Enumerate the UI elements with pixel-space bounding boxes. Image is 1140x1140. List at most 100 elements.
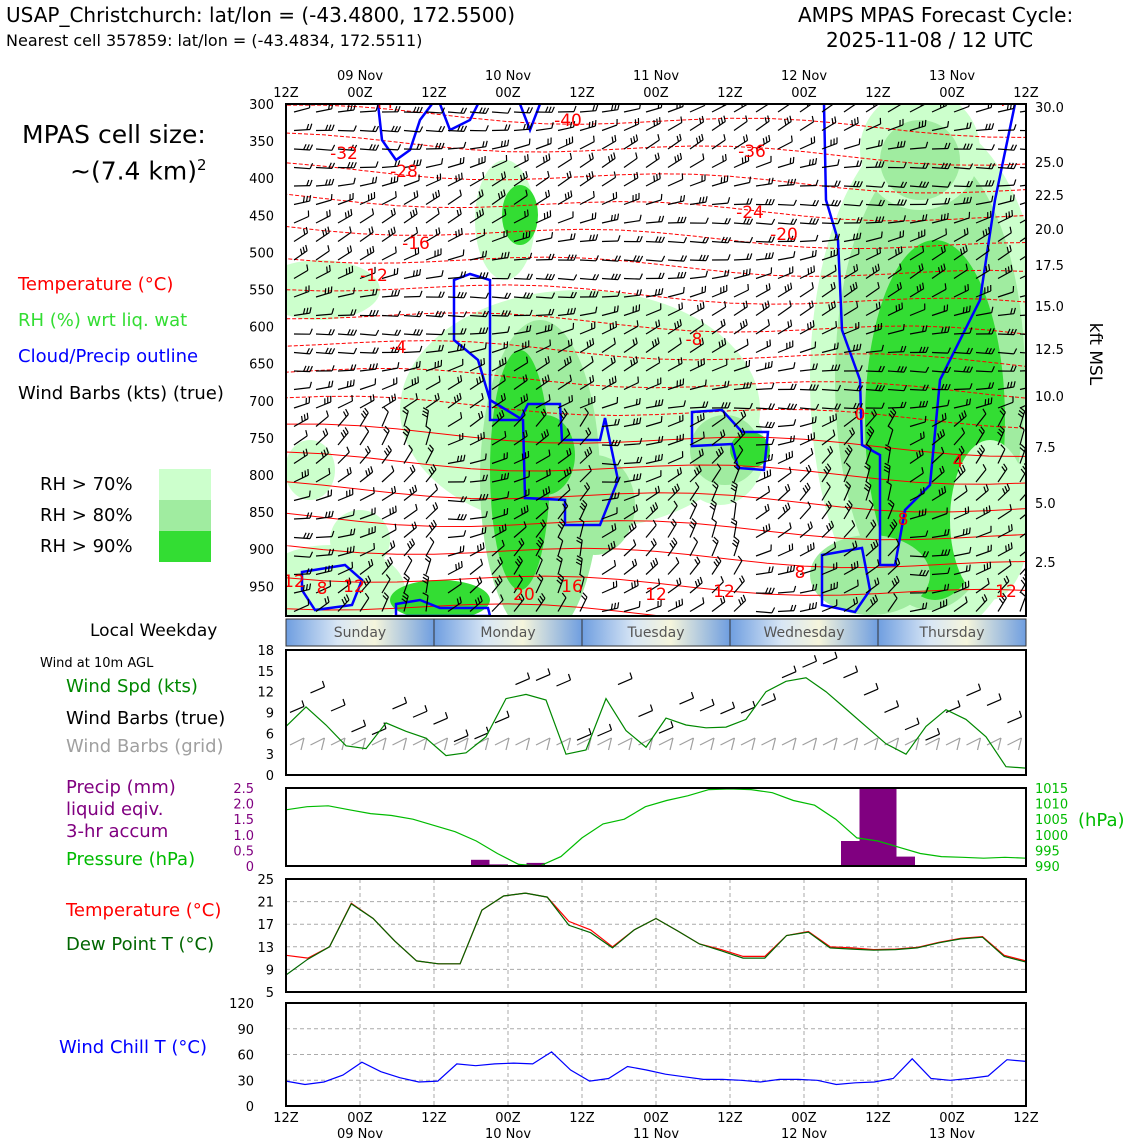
temperature-contour-label: 8 bbox=[898, 510, 909, 530]
wind-barb-grid-flag bbox=[956, 737, 961, 751]
wind-barb-flag bbox=[547, 324, 550, 331]
wind-barb-flag bbox=[981, 596, 986, 603]
wind-barb-flag bbox=[1033, 365, 1035, 371]
wind-barb bbox=[733, 273, 750, 280]
wind-barb-flag bbox=[943, 245, 946, 252]
wind-barb-flag bbox=[557, 555, 563, 560]
wind-barb-flag bbox=[676, 135, 680, 142]
wind-barb-flag bbox=[844, 484, 850, 490]
wind-barb bbox=[755, 549, 772, 557]
wind-barb-flag bbox=[349, 245, 353, 252]
wind-barb-flag bbox=[925, 530, 929, 537]
pressure-tick-label: 800 bbox=[249, 469, 274, 484]
bottom-time-tick: 12Z bbox=[569, 1111, 595, 1126]
wind-barb-flag bbox=[872, 267, 875, 274]
wind-barb-flag bbox=[683, 216, 687, 223]
wind-barb-flag bbox=[947, 142, 951, 149]
wind-barb-flag bbox=[369, 309, 373, 316]
wind-barb bbox=[755, 388, 773, 391]
wind-barb-flag bbox=[460, 375, 463, 382]
wind-barb bbox=[645, 362, 660, 372]
wind-barb-grid-flag bbox=[628, 737, 633, 751]
wind-barb-true-flag bbox=[567, 673, 572, 681]
wind-barb-flag bbox=[941, 383, 945, 390]
wind-barb-flag bbox=[875, 216, 878, 223]
wind-barb-flag bbox=[455, 231, 458, 238]
wind-barb-flag bbox=[415, 207, 418, 215]
wind-barb-flag bbox=[353, 528, 356, 535]
wind-barb bbox=[755, 491, 770, 502]
wind-barb-flag bbox=[419, 159, 422, 166]
wind-barb-flag bbox=[373, 542, 375, 550]
wind-barb-flag bbox=[306, 512, 310, 519]
wind-barb-flag bbox=[661, 215, 665, 222]
wind-barb-flag bbox=[920, 433, 922, 440]
wind-barb-flag bbox=[702, 196, 705, 203]
wind-barb-flag bbox=[764, 362, 767, 369]
wind-barb-flag bbox=[965, 306, 968, 313]
wind-barb-flag bbox=[701, 448, 704, 455]
wind-barb-grid bbox=[371, 737, 387, 746]
wind-barb-flag bbox=[982, 230, 985, 237]
wind-barb-flag bbox=[503, 171, 507, 178]
wind-barb-flag bbox=[1017, 413, 1024, 418]
wind-barb-flag bbox=[637, 376, 639, 383]
wind-barb-flag bbox=[859, 181, 863, 188]
wind-barb-flag bbox=[501, 173, 504, 180]
wind-barb-flag bbox=[522, 232, 525, 239]
wind-barb-flag bbox=[815, 403, 820, 410]
wind-barb-true-flag bbox=[547, 668, 551, 675]
wind-barb-grid bbox=[453, 737, 469, 746]
wind-barb-flag bbox=[720, 446, 724, 453]
wind-barb-true bbox=[986, 698, 1002, 706]
wind-barb-flag bbox=[592, 375, 595, 382]
wind-barb-flag bbox=[371, 226, 374, 233]
wind-barb-flag bbox=[343, 596, 348, 603]
wind-barb-flag bbox=[309, 163, 314, 169]
wind-barb-flag bbox=[811, 158, 814, 165]
wind-barb-flag bbox=[586, 341, 589, 348]
wind-barb-flag bbox=[903, 385, 908, 391]
wind-barb-true-flag bbox=[772, 693, 777, 700]
wind-barb bbox=[1019, 148, 1026, 151]
wind-barb bbox=[315, 250, 330, 261]
wind-barb-true bbox=[658, 726, 674, 734]
wind-barb-flag bbox=[478, 412, 481, 419]
wind-barb-flag bbox=[716, 463, 722, 469]
wind-barb-flag bbox=[944, 529, 947, 536]
wind-barb-flag bbox=[962, 246, 966, 253]
wind-barb-flag bbox=[815, 234, 819, 241]
wind-barb bbox=[601, 157, 616, 168]
wind-barb-flag bbox=[391, 487, 394, 494]
wind-barb-flag bbox=[1032, 245, 1033, 251]
wind-barb-flag bbox=[1009, 226, 1012, 233]
wind-barb-flag bbox=[690, 502, 696, 508]
wind-barb-flag bbox=[679, 467, 682, 474]
wind-barb-flag bbox=[895, 538, 900, 545]
wind-barb-flag bbox=[482, 107, 486, 114]
wind-barb bbox=[733, 503, 737, 520]
wind-barb-true bbox=[925, 733, 940, 741]
wind-barb-grid-flag bbox=[935, 737, 941, 751]
wind-barb-flag bbox=[771, 422, 776, 428]
wind-barb-flag bbox=[438, 310, 442, 317]
wind-barb-flag bbox=[1002, 488, 1006, 495]
wind-barb-flag bbox=[657, 337, 660, 344]
wind-barb-flag bbox=[551, 122, 554, 129]
wind-barb-flag bbox=[413, 521, 417, 528]
wind-barb-flag bbox=[367, 575, 372, 582]
wind-barb-flag bbox=[671, 487, 676, 494]
wind-barb-flag bbox=[419, 269, 422, 276]
wind-barb-flag bbox=[415, 393, 418, 400]
wind-barb-flag bbox=[1009, 195, 1012, 202]
wind-barb-flag bbox=[617, 459, 622, 466]
wind-barb-flag bbox=[900, 401, 904, 408]
wind-barb-flag bbox=[639, 473, 642, 480]
wind-barb bbox=[447, 233, 463, 243]
wind-barb-flag bbox=[985, 180, 989, 187]
wind-barb-grid bbox=[1007, 737, 1022, 746]
wind-barb bbox=[337, 183, 354, 187]
wind-barb-flag bbox=[1032, 523, 1033, 529]
wind-barb-flag bbox=[988, 180, 992, 187]
wind-barb-flag bbox=[675, 601, 678, 608]
